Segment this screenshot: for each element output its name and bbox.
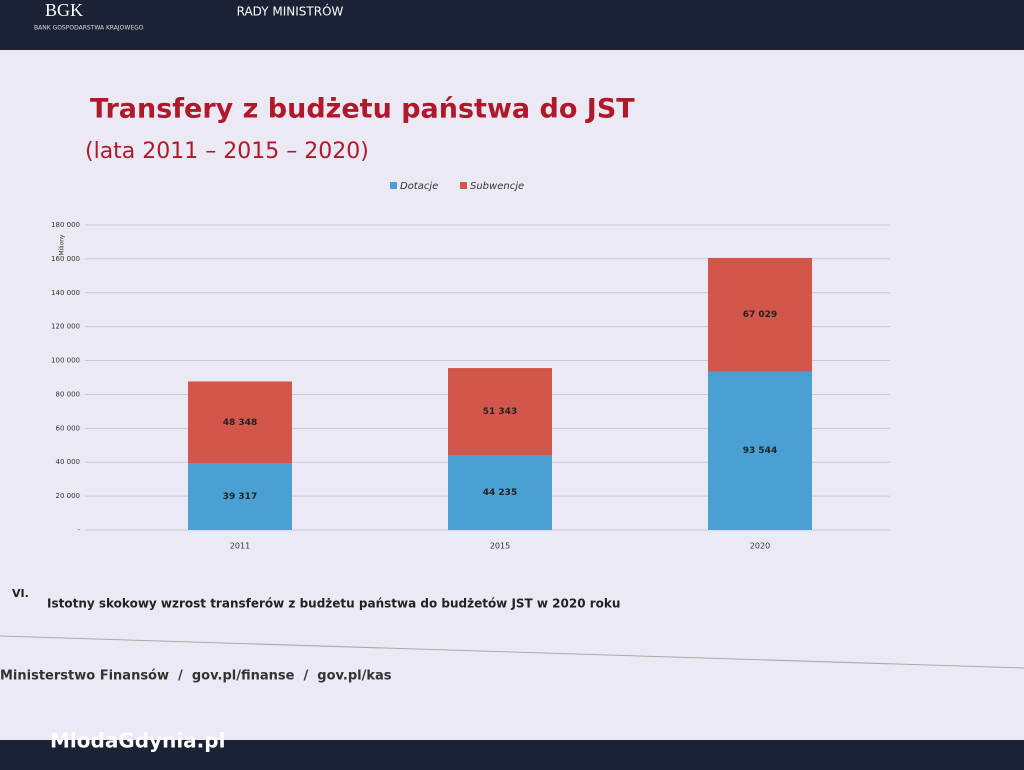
chart-subtitle: (lata 2011 – 2015 – 2020)	[85, 139, 369, 164]
note-text: Istotny skokowy wzrost transferów z budż…	[47, 597, 620, 611]
logo: BGK	[45, 0, 83, 20]
y-tick-label: 100 000	[51, 357, 80, 365]
value-label: 67 029	[743, 310, 777, 320]
legend-swatch	[390, 182, 397, 189]
bar-segment	[188, 463, 292, 530]
value-label: 44 235	[483, 488, 517, 498]
bar-segment	[708, 371, 812, 530]
y-tick-label: -	[77, 526, 80, 534]
bar-segment	[708, 257, 812, 372]
y-tick-label: 20 000	[56, 492, 81, 500]
watermark: MlodaGdynia.pl	[50, 729, 225, 753]
chart-title: Transfery z budżetu państwa do JST	[90, 94, 635, 125]
value-label: 39 317	[223, 492, 257, 502]
divider	[0, 635, 1024, 669]
y-tick-label: 140 000	[51, 289, 80, 297]
x-tick-label: 2015	[490, 542, 510, 551]
header-text: RADY MINISTRÓW	[237, 4, 344, 19]
bar-segment	[448, 368, 552, 456]
y-tick-label: 40 000	[56, 458, 81, 466]
value-label: 51 343	[483, 407, 517, 417]
legend-label: Subwencje	[470, 181, 524, 192]
value-label: 48 348	[223, 418, 257, 428]
y-tick-label: 120 000	[51, 323, 80, 331]
logo-sub: BANK GOSPODARSTWA KRAJOWEGO	[34, 25, 144, 32]
x-tick-label: 2020	[750, 542, 770, 551]
legend-swatch	[460, 182, 467, 189]
y-tick-label: 180 000	[51, 221, 80, 229]
note-number: VI.	[12, 587, 29, 600]
x-tick-label: 2011	[230, 542, 250, 551]
y-tick-label: 60 000	[56, 424, 81, 432]
bar-segment	[448, 455, 552, 530]
bar-segment	[188, 381, 292, 464]
footer: Ministerstwo Finansów / gov.pl/finanse /…	[0, 669, 392, 684]
y-tick-label: 160 000	[51, 255, 80, 263]
y-axis-label: Miliony	[59, 234, 66, 256]
value-label: 93 544	[743, 446, 777, 456]
y-tick-label: 80 000	[56, 390, 81, 398]
legend-label: Dotacje	[400, 181, 438, 192]
